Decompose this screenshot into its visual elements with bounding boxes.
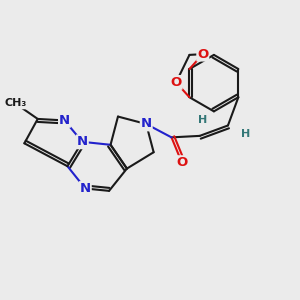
Text: O: O	[170, 76, 182, 89]
Text: N: N	[77, 135, 88, 148]
Text: N: N	[59, 114, 70, 127]
Text: N: N	[141, 118, 152, 130]
Text: H: H	[198, 115, 207, 124]
Text: O: O	[197, 48, 208, 61]
Text: H: H	[241, 129, 250, 140]
Text: CH₃: CH₃	[4, 98, 27, 109]
Text: N: N	[80, 182, 91, 195]
Text: O: O	[176, 156, 188, 169]
